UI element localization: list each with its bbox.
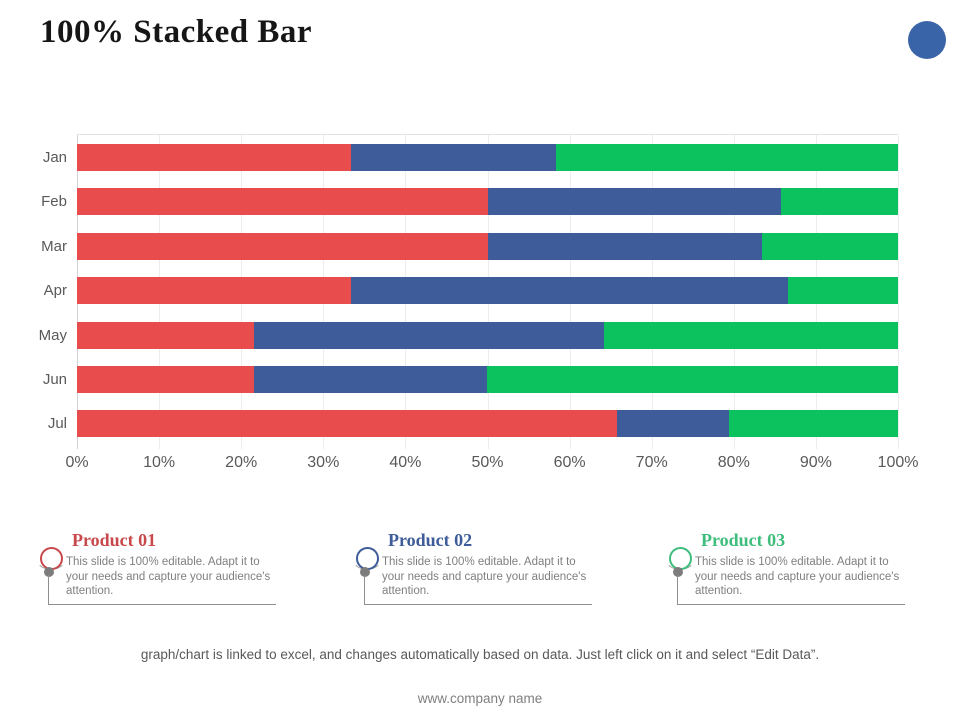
x-tick-label: 90% (799, 454, 832, 471)
bar-row-jun: Jun (43, 366, 898, 393)
x-tick-label: 20% (225, 454, 258, 471)
bracket-line (677, 575, 905, 605)
legend-title: Product 02 (388, 530, 473, 550)
bar-segment-product-02 (351, 277, 788, 305)
bar-segment-product-02 (253, 321, 605, 349)
bar-row-may: May (39, 321, 898, 349)
x-tick-label: 0% (65, 454, 89, 471)
legend-item-product-02: Product 02 This slide is 100% editable. … (351, 528, 596, 606)
category-label: Feb (41, 193, 67, 211)
legend-title: Product 01 (72, 530, 157, 550)
bar-segment-product-02 (487, 188, 781, 216)
bar-row-apr: Apr (44, 277, 898, 305)
bar-segment-product-03 (780, 188, 898, 216)
legend-description: This slide is 100% editable. Adapt it to… (695, 555, 900, 598)
accent-circle-icon (908, 21, 946, 59)
bar-segment-product-03 (787, 277, 898, 305)
bar-segment-product-03 (604, 321, 898, 349)
legend-item-product-01: Product 01 This slide is 100% editable. … (35, 528, 280, 606)
stacked-bar-chart: Jan Feb Mar Apr May Jun Jul (39, 134, 899, 449)
company-url: www.company name (417, 691, 543, 706)
x-tick-label: 80% (717, 454, 750, 471)
legend-description: This slide is 100% editable. Adapt it to… (382, 555, 587, 598)
bar-segment-product-01 (77, 232, 488, 260)
category-label: Jun (42, 371, 67, 388)
bar-row-jul: Jul (48, 410, 898, 438)
bar-segment-product-03 (728, 410, 898, 438)
legend-title: Product 03 (701, 530, 786, 550)
dot-icon (360, 567, 370, 577)
x-tick-label: 100% (877, 454, 919, 471)
bar-segment-product-02 (351, 144, 557, 171)
legend-item-product-03: Product 03 This slide is 100% editable. … (664, 528, 909, 606)
bar-segment-product-02 (617, 410, 729, 438)
bar-row-feb: Feb (41, 188, 898, 216)
bar-row-mar: Mar (41, 232, 898, 260)
x-tick-label: 10% (143, 454, 176, 471)
gridline (898, 135, 899, 449)
bar-segment-product-02 (253, 366, 488, 393)
bar-segment-product-02 (487, 232, 762, 260)
footer-note: graph/chart is linked to excel, and chan… (140, 647, 820, 662)
bar-segment-product-03 (487, 366, 898, 393)
x-tick-label: 70% (635, 454, 668, 471)
x-axis-labels: 0% 10% 20% 30% 40% 50% 60% 70% 80% 90% 100% (65, 454, 918, 474)
category-label: May (38, 326, 67, 344)
category-label: Jan (42, 149, 67, 166)
bar-segment-product-01 (77, 188, 488, 216)
bar-segment-product-01 (77, 277, 352, 305)
bar-segment-product-03 (761, 232, 898, 260)
slide-title: 100% Stacked Bar (40, 14, 312, 50)
legend-description: This slide is 100% editable. Adapt it to… (66, 555, 271, 598)
dot-icon (673, 567, 683, 577)
bar-row-jan: Jan (43, 144, 898, 171)
bracket-line (48, 575, 276, 605)
bar-segment-product-01 (77, 144, 352, 171)
x-tick-label: 60% (553, 454, 586, 471)
x-tick-label: 50% (471, 454, 504, 471)
category-label: Apr (43, 282, 67, 300)
category-label: Mar (41, 237, 67, 255)
x-tick-label: 30% (307, 454, 340, 471)
bar-segment-product-01 (77, 321, 254, 349)
ring-icon (40, 547, 63, 570)
bar-segment-product-01 (77, 366, 254, 393)
x-tick-label: 40% (389, 454, 422, 471)
bar-segment-product-01 (77, 410, 618, 438)
category-label: Jul (47, 415, 67, 433)
ring-icon (356, 547, 379, 570)
ring-icon (669, 547, 692, 570)
bracket-line (364, 575, 592, 605)
dot-icon (44, 567, 54, 577)
bar-segment-product-03 (556, 144, 898, 171)
